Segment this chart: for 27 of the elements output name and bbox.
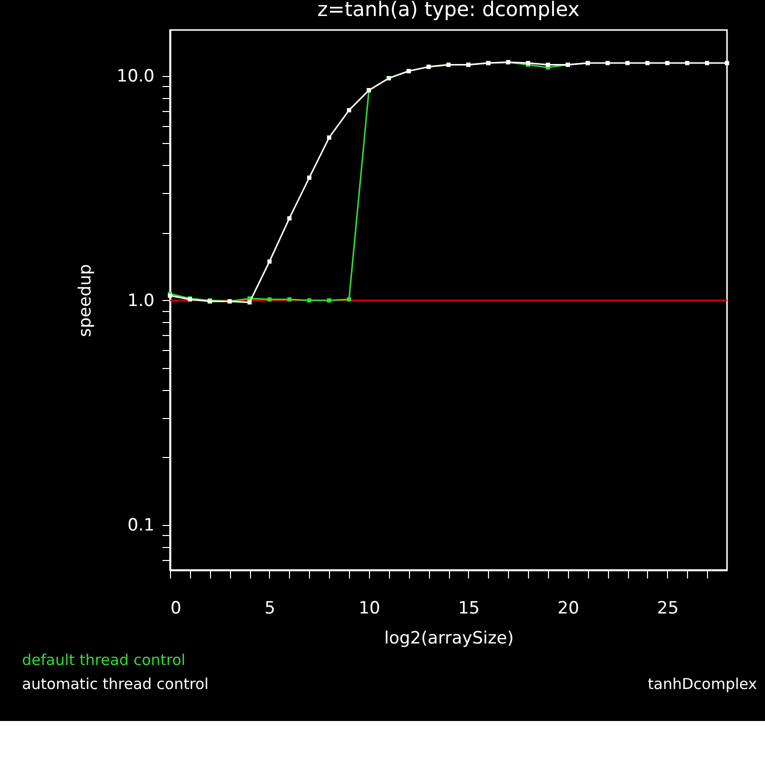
- text: tanhDcomplex: [648, 675, 758, 693]
- y-tick-label: 1.0: [127, 290, 154, 311]
- point: [546, 62, 550, 67]
- point: [346, 108, 352, 112]
- x-tick-label: 20: [558, 598, 580, 618]
- point: [665, 60, 670, 66]
- text: default thread control: [22, 651, 186, 669]
- text: automatic thread control: [22, 675, 209, 693]
- point: [327, 135, 332, 140]
- point: [606, 60, 610, 66]
- x-tick-label: 5: [264, 598, 276, 618]
- point: [287, 216, 292, 220]
- y-tick-label: 0.1: [127, 515, 154, 536]
- point: [685, 60, 690, 66]
- y-axis-title: speedup: [76, 264, 96, 337]
- point: [307, 176, 312, 180]
- point: [287, 297, 292, 302]
- x-axis-title: log2(arraySize): [384, 628, 514, 648]
- x-tick-label: 15: [458, 598, 480, 618]
- point: [247, 300, 252, 304]
- chart-title: z=tanh(a) type: dcomplex: [317, 0, 580, 21]
- y-tick-label: 10.0: [116, 66, 154, 86]
- x-tick-label: 25: [657, 598, 679, 618]
- x-tick-label: 10: [358, 598, 380, 618]
- x-tick-label: 0: [170, 598, 182, 618]
- point: [307, 298, 312, 303]
- point: [327, 298, 332, 303]
